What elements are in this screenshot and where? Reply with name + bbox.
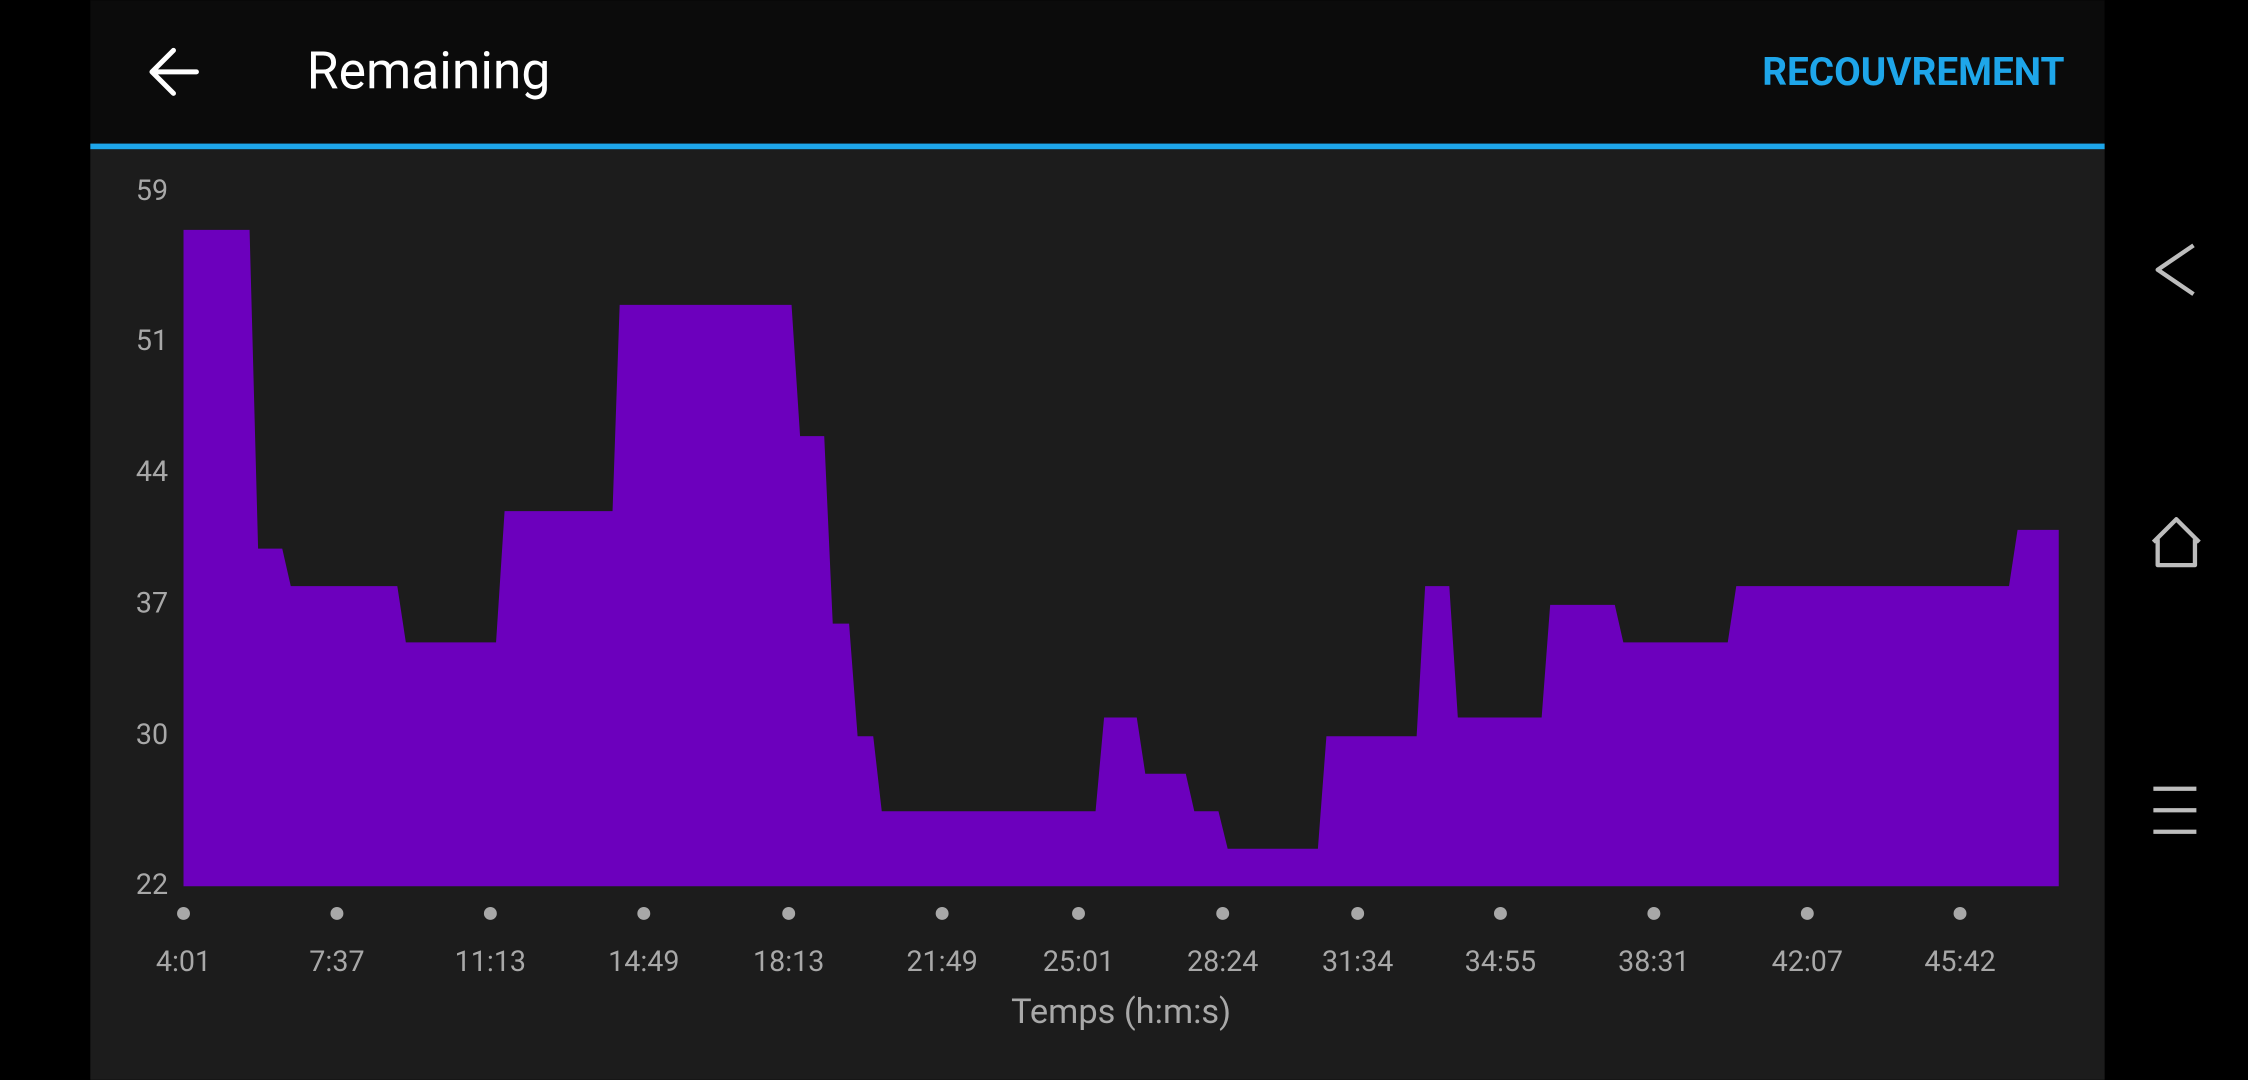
nav-menu[interactable] [2153, 786, 2197, 834]
x-tick-dot [1953, 907, 1967, 920]
x-tick-label: 14:49 [608, 944, 679, 978]
x-tick-dot [330, 907, 344, 920]
area [183, 229, 2059, 887]
x-tick-dot [1647, 907, 1661, 920]
x-tick-label: 38:31 [1618, 944, 1689, 978]
x-tick-dot [483, 907, 497, 920]
x-tick-dot [1493, 907, 1507, 920]
x-tick-dot [177, 907, 190, 920]
y-tick-label: 44 [136, 454, 168, 488]
y-tick-label: 59 [136, 173, 168, 207]
x-tick-dot [782, 907, 796, 920]
app-bar-underline [90, 143, 2105, 150]
x-tick-label: 18:13 [753, 944, 824, 978]
nav-bar [2151, 243, 2201, 834]
x-tick-label: 7:37 [309, 944, 364, 978]
x-tick-dot [1351, 907, 1365, 920]
x-tick-label: 45:42 [1924, 944, 1995, 978]
app-bar [90, 0, 2105, 144]
x-tick-label: 28:24 [1187, 944, 1258, 978]
x-tick-label: 25:01 [1043, 944, 1114, 978]
screen-title: Remaining [307, 40, 551, 101]
x-tick-label: 34:55 [1465, 944, 1536, 978]
x-axis-title: Temps (h:m:s) [1011, 992, 1231, 1032]
x-tick-dot [1800, 907, 1814, 920]
x-tick-dot [1216, 907, 1230, 920]
x-tick-dot [935, 907, 949, 920]
y-tick-label: 22 [136, 867, 168, 901]
x-tick-dot [637, 907, 651, 920]
x-tick-label: 42:07 [1772, 944, 1843, 978]
x-tick-label: 31:34 [1322, 944, 1393, 978]
nav-back[interactable] [2155, 243, 2195, 296]
back-button[interactable] [149, 47, 199, 96]
nav-home[interactable] [2151, 517, 2201, 568]
recovery-button[interactable]: RECOUVREMENT [1762, 50, 2064, 95]
y-tick-label: 51 [136, 323, 168, 357]
x-tick-label: 4:01 [156, 944, 211, 978]
x-tick-label: 21:49 [906, 944, 977, 978]
y-tick-label: 37 [136, 586, 168, 620]
x-tick-dot [1072, 907, 1085, 920]
y-tick-label: 30 [136, 717, 168, 751]
x-tick-label: 11:13 [455, 944, 526, 978]
